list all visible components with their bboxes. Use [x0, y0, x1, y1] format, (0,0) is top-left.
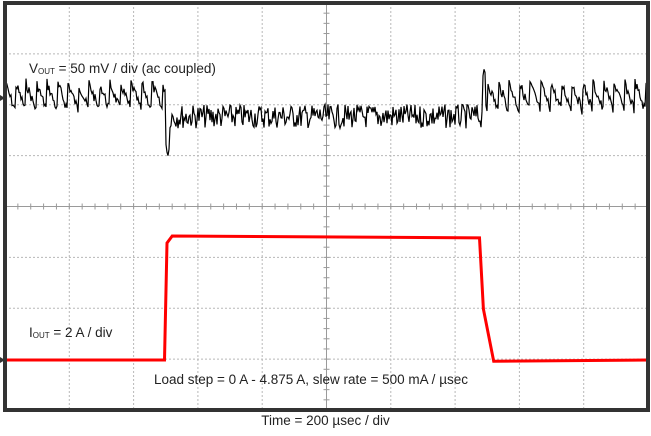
plot-frame [3, 1, 650, 412]
load-step-annotation: Load step = 0 A - 4.875 A, slew rate = 5… [154, 372, 468, 387]
ch1-marker-icon [0, 95, 5, 101]
iout-scale-label: IOUT = 2 A / div [29, 325, 113, 340]
vout-trace [4, 69, 649, 156]
vout-scale-label: VOUT = 50 mV / div (ac coupled) [29, 61, 216, 76]
center-axes [4, 2, 649, 411]
time-scale-label: Time = 200 µsec / div [261, 413, 390, 428]
ch2-marker-icon [0, 357, 5, 363]
iout-trace [5, 234, 649, 363]
